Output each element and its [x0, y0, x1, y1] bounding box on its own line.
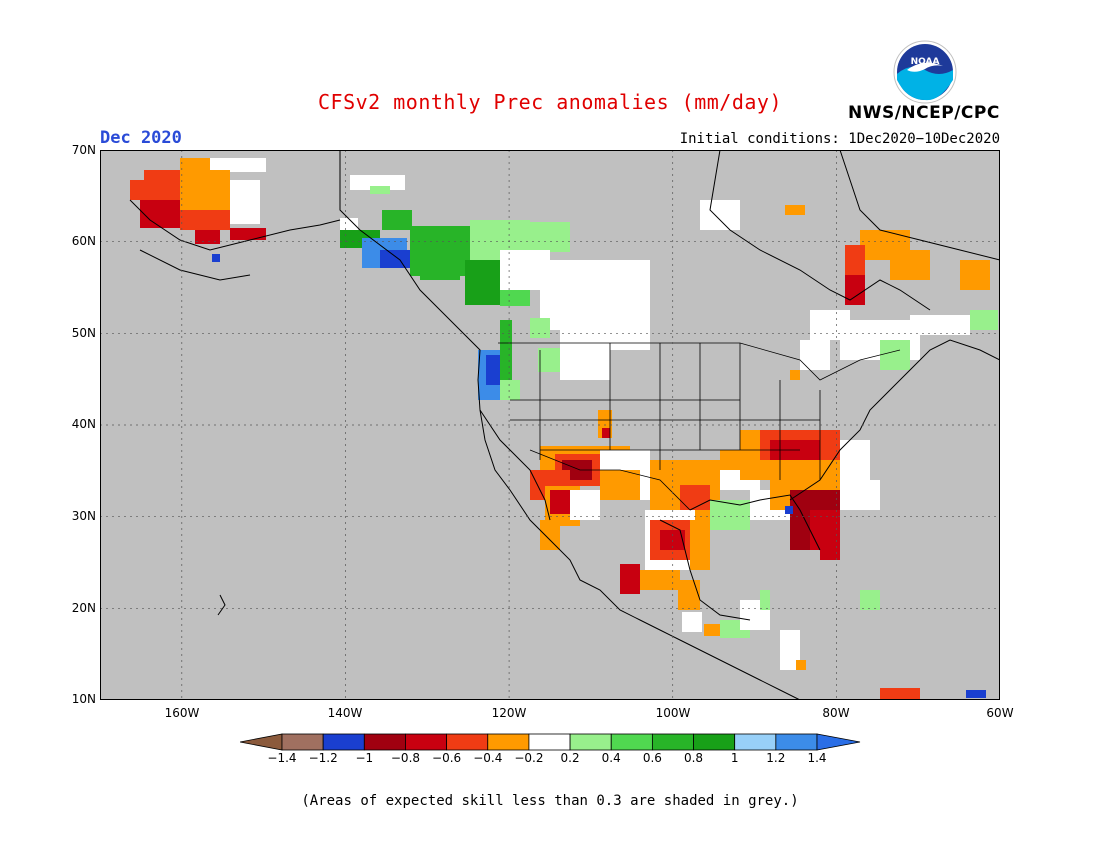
- borders: [498, 342, 901, 511]
- lat-label-70n: 70N: [71, 143, 96, 157]
- lat-label-10n: 10N: [71, 692, 96, 706]
- colorbar-cell: [487, 733, 530, 751]
- colorbar-cell: [569, 733, 612, 751]
- forecast-month: Dec 2020: [100, 128, 182, 148]
- colorbar-high-arrow: [816, 733, 861, 751]
- lon-label-60w: 60W: [986, 706, 1014, 720]
- initial-conditions: Initial conditions: 1Dec2020−10Dec2020: [679, 131, 1000, 147]
- colorbar-tick-label: −0.2: [514, 751, 544, 765]
- graticule: [100, 150, 1000, 700]
- coastlines: [129, 150, 1000, 700]
- anomaly-cells: [130, 158, 998, 700]
- colorbar-tick-label: 1.4: [807, 751, 827, 765]
- lon-label-160w: 160W: [164, 706, 200, 720]
- colorbar-cell: [528, 733, 571, 751]
- agency-label: NWS/NCEP/CPC: [848, 103, 1000, 123]
- colorbar-low-arrow: [240, 733, 283, 751]
- colorbar-cell: [693, 733, 736, 751]
- lat-label-30n: 30N: [71, 509, 96, 523]
- colorbar-tick-label: 1.2: [766, 751, 786, 765]
- colorbar-tick-label: −1.4: [267, 751, 297, 765]
- colorbar-cells: [281, 733, 818, 751]
- lon-label-80w: 80W: [822, 706, 850, 720]
- lon-label-140w: 140W: [327, 706, 363, 720]
- lon-label-100w: 100W: [655, 706, 691, 720]
- colorbar-tick-label: 1: [730, 751, 739, 765]
- skill-note: (Areas of expected skill less than 0.3 a…: [301, 793, 799, 809]
- colorbar-cell: [775, 733, 818, 751]
- lat-label-50n: 50N: [71, 326, 96, 340]
- lat-label-40n: 40N: [71, 417, 96, 431]
- colorbar-tick-label: −1.2: [308, 751, 338, 765]
- precip-anomaly-map: [100, 150, 1000, 700]
- colorbar: [240, 733, 861, 751]
- colorbar-cell: [322, 733, 365, 751]
- noaa-logo-icon: NOAA: [893, 40, 957, 104]
- colorbar-cell: [405, 733, 448, 751]
- logo-text: NOAA: [911, 57, 940, 67]
- lat-label-60n: 60N: [71, 234, 96, 248]
- colorbar-tick-label: −0.6: [432, 751, 462, 765]
- colorbar-cell: [281, 733, 324, 751]
- colorbar-tick-label: 0.2: [560, 751, 580, 765]
- colorbar-tick-label: 0.6: [642, 751, 662, 765]
- colorbar-cell: [363, 733, 406, 751]
- lon-label-120w: 120W: [491, 706, 527, 720]
- colorbar-tick-label: 0.4: [601, 751, 621, 765]
- colorbar-tick-label: −1: [355, 751, 374, 765]
- colorbar-tick-label: −0.8: [390, 751, 421, 765]
- colorbar-cell: [734, 733, 777, 751]
- colorbar-cell: [610, 733, 653, 751]
- colorbar-cell: [446, 733, 489, 751]
- colorbar-tick-label: 0.8: [683, 751, 704, 765]
- lat-label-20n: 20N: [71, 601, 96, 615]
- colorbar-cell: [651, 733, 694, 751]
- chart-title: CFSv2 monthly Prec anomalies (mm/day): [317, 90, 783, 114]
- colorbar-tick-label: −0.4: [473, 751, 503, 765]
